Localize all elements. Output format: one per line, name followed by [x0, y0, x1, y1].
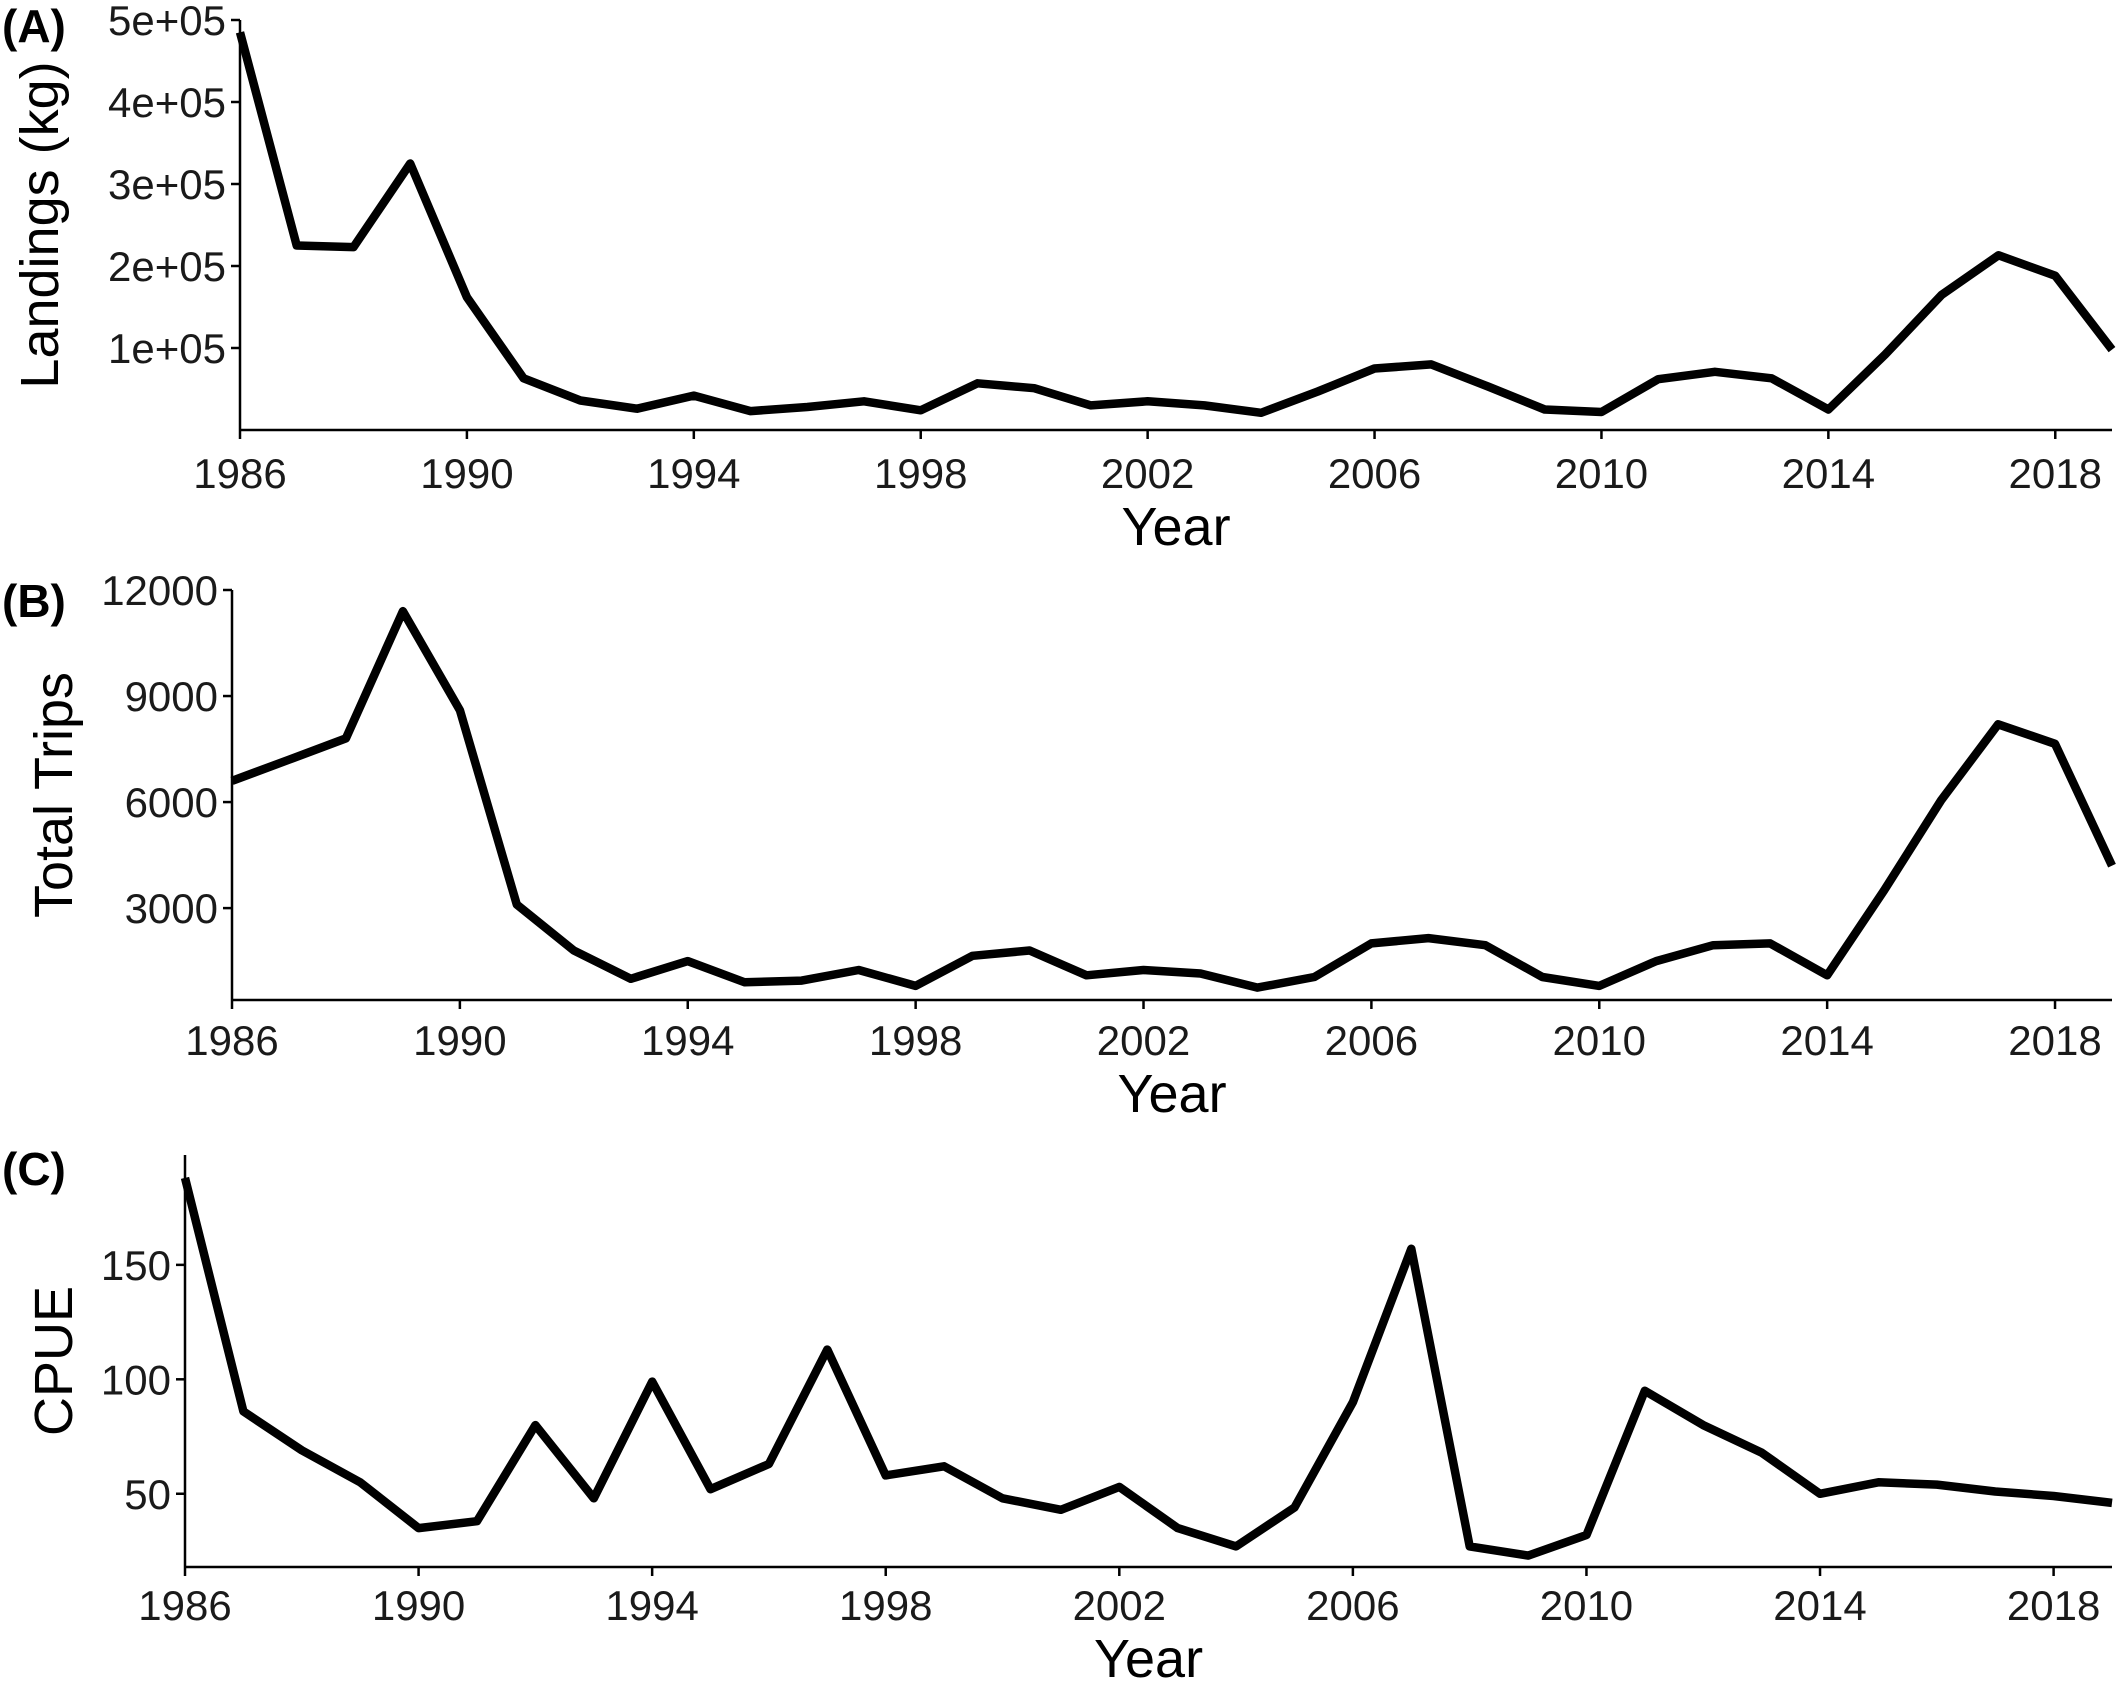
x-tick-label: 1990	[413, 1017, 506, 1064]
x-tick-label: 2002	[1073, 1582, 1166, 1629]
y-tick-label: 6000	[125, 779, 218, 826]
x-tick-label: 2010	[1553, 1017, 1646, 1064]
panel-1: (A) 1e+05 2e+05 3e+05 4e+05 5e+05 1986 1990 1994…	[2, 0, 2116, 557]
y-tick-label: 2e+05	[108, 243, 226, 290]
panel-2: (B) 3000 6000 9000 12000 1986 1990 1994 1998 2002…	[2, 567, 2116, 1124]
y-axis-title: Landings (kg)	[10, 61, 70, 388]
x-tick-label: 2014	[1782, 450, 1875, 497]
x-tick-label: 1994	[647, 450, 740, 497]
x-tick-label: 2006	[1328, 450, 1421, 497]
series-line	[180, 1176, 2113, 1560]
panel-3: (C) 50 100 150 1986 1990 1994 1998 2002 2006 2010 2…	[2, 1143, 2113, 1681]
x-axis-title: Year	[1121, 497, 1230, 557]
x-axis-title: Year	[1117, 1064, 1226, 1124]
panel-label: (C)	[2, 1143, 66, 1195]
x-tick-label: 1986	[193, 450, 286, 497]
y-tick-label: 5e+05	[108, 0, 226, 44]
x-tick-label: 2006	[1306, 1582, 1399, 1629]
y-tick-label: 50	[124, 1471, 171, 1518]
x-tick-label: 2014	[1780, 1017, 1873, 1064]
y-tick-label: 150	[101, 1242, 171, 1289]
x-tick-label: 2018	[2007, 1582, 2100, 1629]
y-axis-title: Total Trips	[24, 672, 84, 918]
x-tick-label: 1986	[185, 1017, 278, 1064]
x-tick-label: 2018	[2009, 450, 2102, 497]
x-axis-title: Year	[1094, 1629, 1203, 1681]
y-tick-label: 12000	[101, 567, 218, 614]
y-tick-label: 3000	[125, 885, 218, 932]
x-tick-label: 2002	[1101, 450, 1194, 497]
x-tick-label: 1994	[641, 1017, 734, 1064]
x-tick-label: 2010	[1540, 1582, 1633, 1629]
x-tick-label: 1998	[839, 1582, 932, 1629]
x-tick-label: 2014	[1773, 1582, 1866, 1629]
y-tick-label: 9000	[125, 673, 218, 720]
y-tick-label: 3e+05	[108, 161, 226, 208]
y-tick-label: 4e+05	[108, 79, 226, 126]
x-tick-label: 2002	[1097, 1017, 1190, 1064]
x-tick-label: 2018	[2008, 1017, 2101, 1064]
panel-label: (A)	[2, 0, 66, 52]
y-axis-title: CPUE	[24, 1286, 84, 1436]
x-tick-label: 1998	[874, 450, 967, 497]
x-tick-label: 1998	[869, 1017, 962, 1064]
x-tick-label: 1986	[138, 1582, 231, 1629]
series-line	[235, 31, 2116, 418]
series-line	[230, 606, 2116, 992]
x-tick-label: 1990	[420, 450, 513, 497]
y-tick-label: 100	[101, 1356, 171, 1403]
x-tick-label: 2010	[1555, 450, 1648, 497]
y-tick-label: 1e+05	[108, 325, 226, 372]
x-tick-label: 2006	[1325, 1017, 1418, 1064]
panel-label: (B)	[2, 575, 66, 627]
x-tick-label: 1990	[372, 1582, 465, 1629]
x-tick-label: 1994	[605, 1582, 698, 1629]
